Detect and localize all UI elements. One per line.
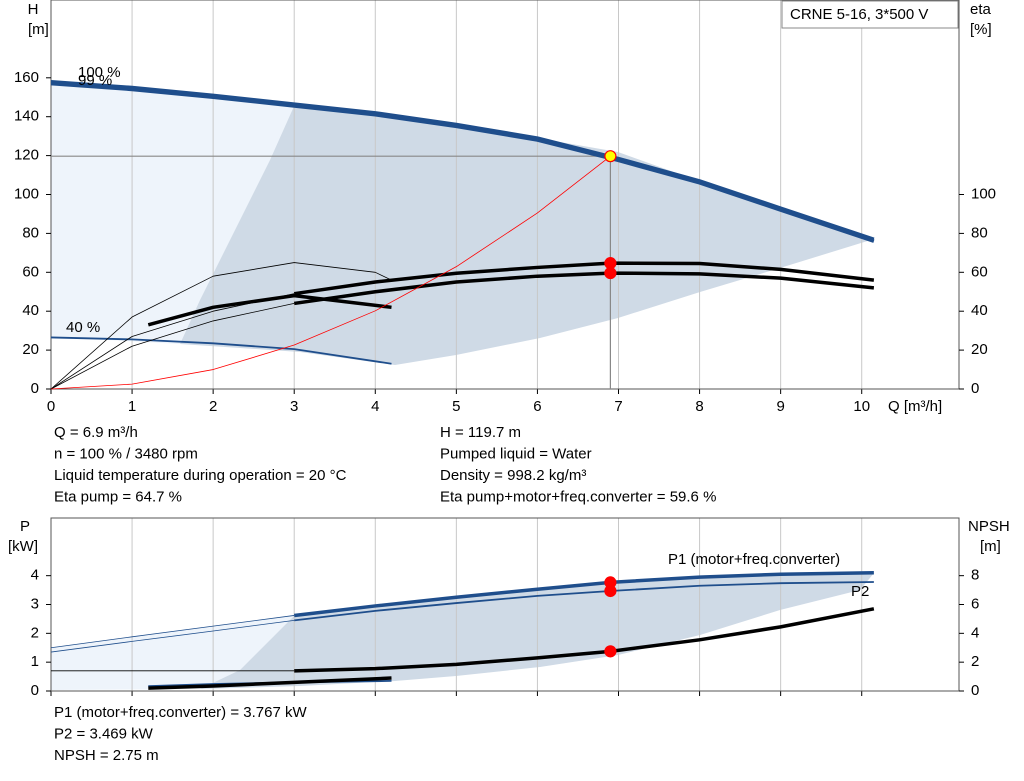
info-text: Eta pump = 64.7 % (54, 488, 182, 505)
operating-point (604, 150, 617, 163)
y2-tick-label: 0 (971, 380, 979, 397)
y2-axis-unit: [m] (980, 538, 1001, 555)
grid (50, 518, 863, 691)
y-tick-label: 4 (31, 567, 39, 584)
operating-point (604, 266, 617, 280)
y-tick-label: 60 (22, 263, 39, 280)
info-text: P2 = 3.469 kW (54, 725, 154, 742)
y2-tick-label: 60 (971, 263, 988, 280)
series-line (50, 262, 392, 390)
series-line (50, 615, 295, 649)
info-text: NPSH = 2.75 m (54, 747, 159, 764)
y-tick-label: 80 (22, 224, 39, 241)
y-tick-label: 100 (14, 185, 39, 202)
y-tick-label: 0 (31, 682, 39, 699)
y-tick-label: 120 (14, 147, 39, 164)
y2-axis-unit: [%] (970, 21, 992, 38)
series-line (50, 155, 611, 390)
x-tick-label: 0 (47, 398, 55, 415)
series-line (50, 303, 295, 390)
y2-tick-label: 8 (971, 567, 979, 584)
info-text: P1 (motor+freq.converter) = 3.767 kW (54, 704, 307, 721)
y2-tick-label: 6 (971, 595, 979, 612)
series-line (50, 619, 295, 653)
y-tick-label: 3 (31, 595, 39, 612)
y-axis-unit: [kW] (8, 538, 38, 555)
series-label: P1 (motor+freq.converter) (668, 551, 840, 568)
operating-point (604, 645, 617, 658)
series-label: 99 % (78, 72, 112, 89)
y2-tick-label: 4 (971, 624, 979, 641)
chart-title: CRNE 5-16, 3*500 V (790, 6, 928, 23)
x-tick-label: 7 (614, 398, 622, 415)
light-area (51, 80, 295, 344)
operating-point (604, 584, 617, 598)
y2-tick-label: 100 (971, 185, 996, 202)
y2-tick-label: 40 (971, 302, 988, 319)
y-tick-label: 2 (31, 624, 39, 641)
info-text: n = 100 % / 3480 rpm (54, 445, 198, 462)
y-axis-label: H (28, 1, 39, 18)
series-line (294, 607, 875, 673)
chart-layer: 0 1 2 3 4 5 6 7 8 9 100204060801001201401600204060… (8, 0, 1010, 764)
y-axis-unit: [m] (28, 21, 49, 38)
series-line (293, 271, 875, 306)
x-tick-label: 9 (776, 398, 784, 415)
y-tick-label: 40 (22, 302, 39, 319)
series-line (50, 81, 875, 243)
operating-area (180, 104, 874, 365)
grid (50, 0, 863, 389)
series-label: 40 % (66, 319, 100, 336)
info-text: Q = 6.9 m³/h (54, 424, 138, 441)
x-tick-label: 3 (290, 398, 298, 415)
y-tick-label: 0 (31, 380, 39, 397)
x-tick-label: 6 (533, 398, 541, 415)
x-axis-label: Q [m³/h] (888, 398, 942, 415)
y-tick-label: 140 (14, 108, 39, 125)
y-tick-label: 1 (31, 653, 39, 670)
title-box (781, 0, 959, 29)
x-tick-label: 4 (371, 398, 379, 415)
y2-tick-label: 20 (971, 341, 988, 358)
light-area (51, 615, 295, 690)
y-tick-label: 20 (22, 341, 39, 358)
y2-tick-label: 0 (971, 682, 979, 699)
x-tick-label: 2 (209, 398, 217, 415)
info-text: H = 119.7 m (440, 424, 521, 441)
y-axis-label: P (20, 518, 30, 535)
series-line (294, 581, 874, 622)
series-line (50, 293, 295, 390)
info-text: Density = 998.2 kg/m³ (440, 467, 586, 484)
info-text: Pumped liquid = Water (440, 445, 592, 462)
y-tick-label: 160 (14, 69, 39, 86)
series-line (147, 293, 392, 327)
series-line (50, 336, 392, 365)
x-tick-label: 8 (695, 398, 703, 415)
x-tick-label: 1 (128, 398, 136, 415)
x-tick-label: 5 (452, 398, 460, 415)
series-line (294, 571, 874, 618)
series-line (293, 261, 875, 296)
y2-tick-label: 2 (971, 653, 979, 670)
y2-axis-label: eta (970, 1, 992, 18)
series-line (148, 676, 392, 690)
y2-axis-label: NPSH (968, 518, 1010, 535)
series-line (50, 79, 875, 241)
series-label: 100 % (78, 64, 121, 81)
info-text: Liquid temperature during operation = 20… (54, 467, 347, 484)
x-tick-label: 10 (853, 398, 870, 415)
series-label: P2 (851, 583, 869, 600)
info-text: Eta pump+motor+freq.converter = 59.6 % (440, 488, 716, 505)
y2-tick-label: 80 (971, 224, 988, 241)
